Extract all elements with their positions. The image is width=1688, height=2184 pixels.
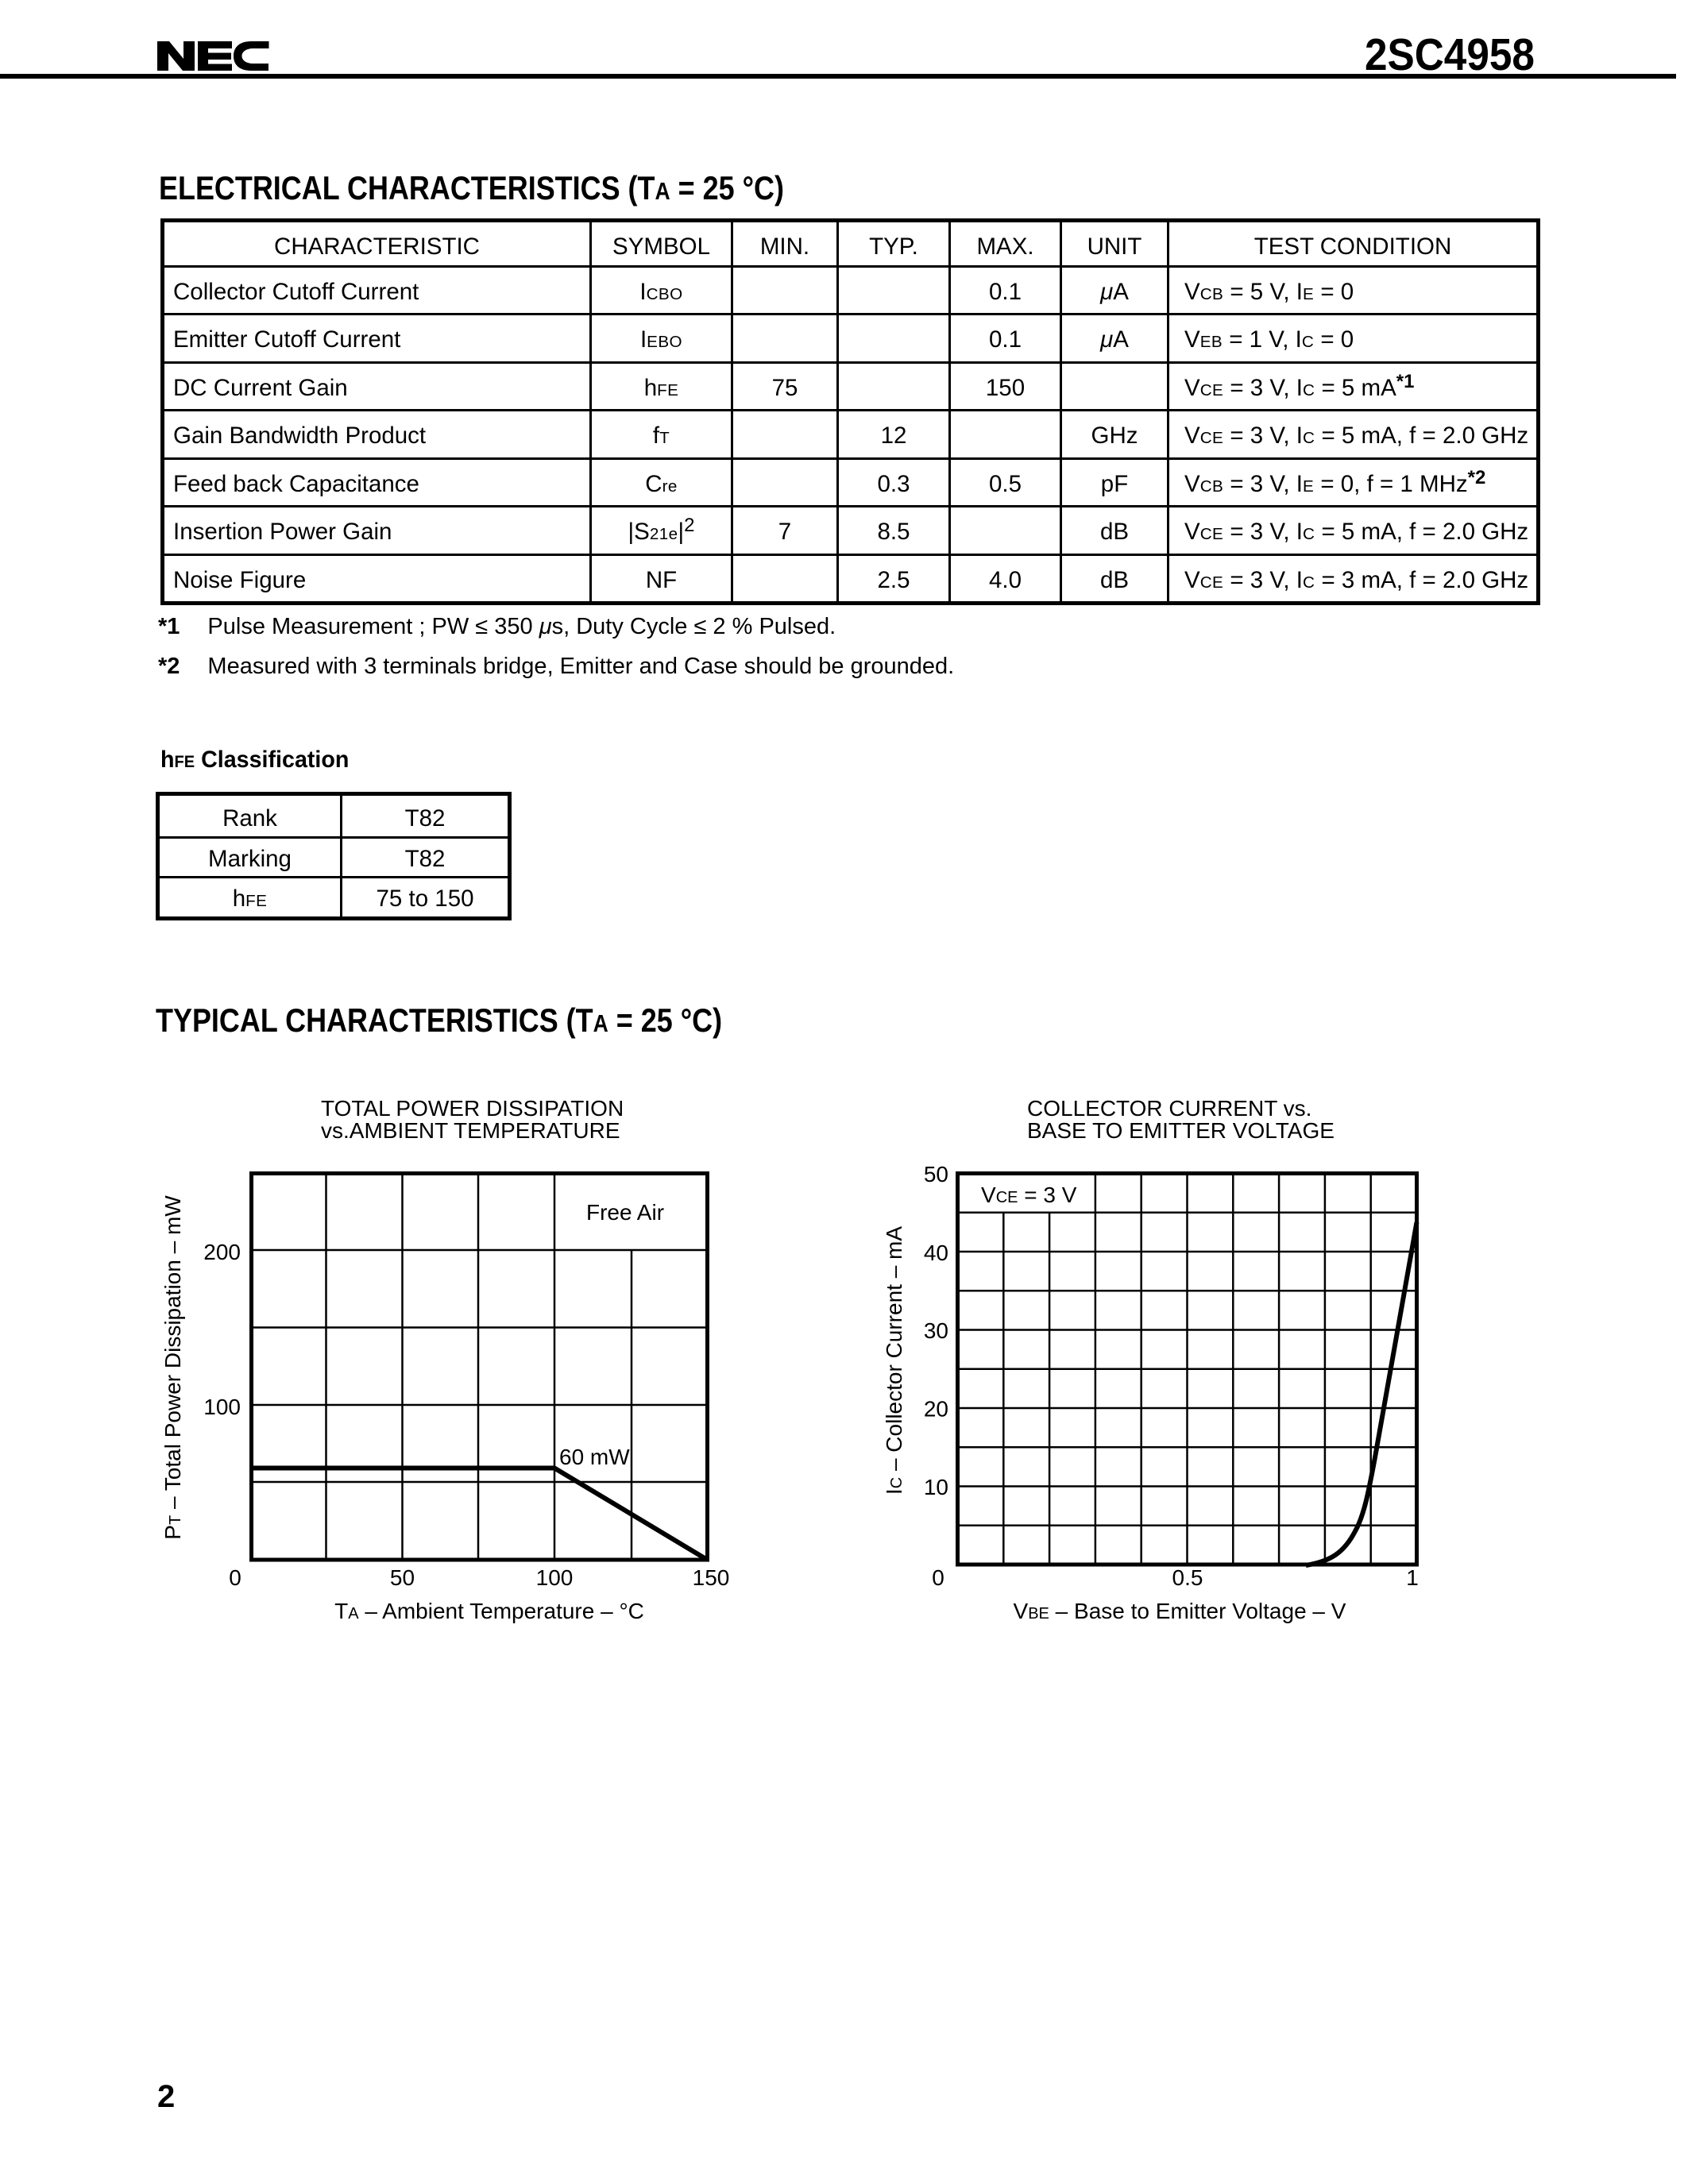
svg-text:1: 1 (1406, 1565, 1419, 1590)
svg-text:IC – Collector Current – mA: IC – Collector Current – mA (882, 1226, 906, 1495)
svg-text:150: 150 (693, 1565, 730, 1590)
svg-text:TOTAL POWER DISSIPATION: TOTAL POWER DISSIPATION (321, 1096, 624, 1121)
svg-text:COLLECTOR CURRENT vs.: COLLECTOR CURRENT vs. (1027, 1096, 1311, 1121)
svg-text:Free Air: Free Air (586, 1200, 664, 1225)
svg-text:0.5: 0.5 (1172, 1565, 1203, 1590)
svg-text:VBE – Base to Emitter Voltage: VBE – Base to Emitter Voltage – V (1014, 1599, 1346, 1623)
svg-text:PT – Total Power Dissipation –: PT – Total Power Dissipation – mW (160, 1195, 185, 1540)
svg-text:50: 50 (390, 1565, 415, 1590)
svg-text:100: 100 (536, 1565, 574, 1590)
svg-text:40: 40 (924, 1241, 948, 1265)
svg-text:30: 30 (924, 1318, 948, 1343)
svg-text:200: 200 (203, 1240, 241, 1264)
svg-text:0: 0 (229, 1565, 241, 1590)
svg-text:vs.AMBIENT TEMPERATURE: vs.AMBIENT TEMPERATURE (321, 1118, 620, 1143)
svg-text:20: 20 (924, 1397, 948, 1422)
svg-text:TA – Ambient Temperature – °C: TA – Ambient Temperature – °C (334, 1599, 644, 1623)
svg-text:10: 10 (924, 1475, 948, 1499)
svg-text:60 mW: 60 mW (559, 1445, 630, 1469)
svg-text:100: 100 (203, 1395, 241, 1419)
svg-text:BASE TO EMITTER VOLTAGE: BASE TO EMITTER VOLTAGE (1027, 1118, 1335, 1143)
svg-text:50: 50 (924, 1162, 948, 1187)
svg-text:VCE = 3 V: VCE = 3 V (981, 1183, 1077, 1207)
svg-text:0: 0 (932, 1565, 944, 1590)
